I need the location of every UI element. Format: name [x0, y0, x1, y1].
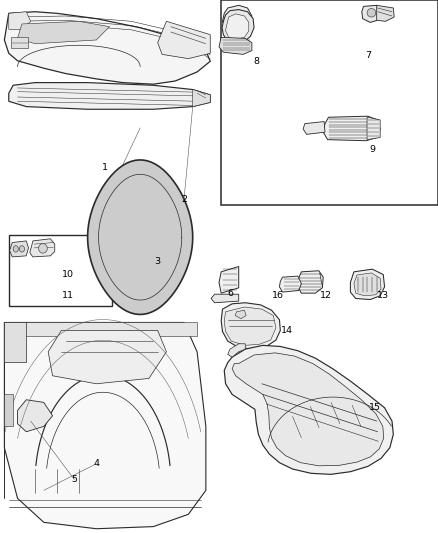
Polygon shape: [362, 5, 381, 22]
Polygon shape: [39, 244, 47, 253]
Polygon shape: [223, 5, 252, 33]
Text: 8: 8: [253, 57, 259, 66]
Polygon shape: [219, 37, 252, 54]
Polygon shape: [10, 241, 28, 257]
Text: 11: 11: [62, 292, 74, 300]
Polygon shape: [228, 344, 245, 357]
Polygon shape: [9, 12, 31, 29]
Polygon shape: [9, 83, 210, 109]
Polygon shape: [367, 9, 376, 17]
Polygon shape: [13, 246, 18, 252]
Polygon shape: [4, 322, 197, 336]
Text: 7: 7: [365, 52, 371, 60]
Polygon shape: [4, 322, 26, 362]
Polygon shape: [211, 294, 239, 303]
Text: 5: 5: [71, 475, 78, 484]
Polygon shape: [19, 246, 25, 252]
Polygon shape: [18, 400, 53, 432]
Polygon shape: [11, 37, 28, 48]
Polygon shape: [193, 90, 210, 107]
Bar: [221, 0, 438, 205]
Text: 15: 15: [368, 403, 381, 412]
Text: 3: 3: [155, 257, 161, 265]
Text: 12: 12: [320, 292, 332, 300]
Polygon shape: [367, 117, 380, 140]
Polygon shape: [88, 160, 193, 314]
Text: 16: 16: [272, 292, 284, 300]
Polygon shape: [4, 12, 210, 84]
Polygon shape: [303, 122, 325, 134]
Text: 4: 4: [93, 459, 99, 468]
Polygon shape: [279, 276, 301, 292]
Polygon shape: [4, 394, 13, 426]
Polygon shape: [224, 307, 276, 345]
Polygon shape: [219, 266, 239, 293]
Text: 13: 13: [377, 292, 389, 300]
Polygon shape: [232, 353, 384, 466]
Polygon shape: [235, 310, 246, 319]
Text: 6: 6: [227, 289, 233, 297]
Polygon shape: [158, 21, 210, 59]
Polygon shape: [48, 330, 166, 384]
Polygon shape: [377, 5, 394, 21]
Text: 10: 10: [62, 270, 74, 279]
Polygon shape: [354, 273, 381, 296]
Text: 14: 14: [281, 326, 293, 335]
Polygon shape: [4, 322, 206, 529]
Polygon shape: [298, 271, 323, 293]
Polygon shape: [226, 14, 249, 39]
Polygon shape: [221, 303, 280, 349]
Polygon shape: [30, 239, 55, 257]
Bar: [9, 235, 112, 306]
Text: 1: 1: [102, 164, 108, 172]
Text: 9: 9: [369, 145, 375, 154]
Polygon shape: [224, 345, 393, 474]
Polygon shape: [18, 21, 109, 44]
Polygon shape: [222, 10, 254, 44]
Text: 2: 2: [181, 196, 187, 204]
Polygon shape: [350, 269, 385, 300]
Polygon shape: [323, 116, 380, 141]
